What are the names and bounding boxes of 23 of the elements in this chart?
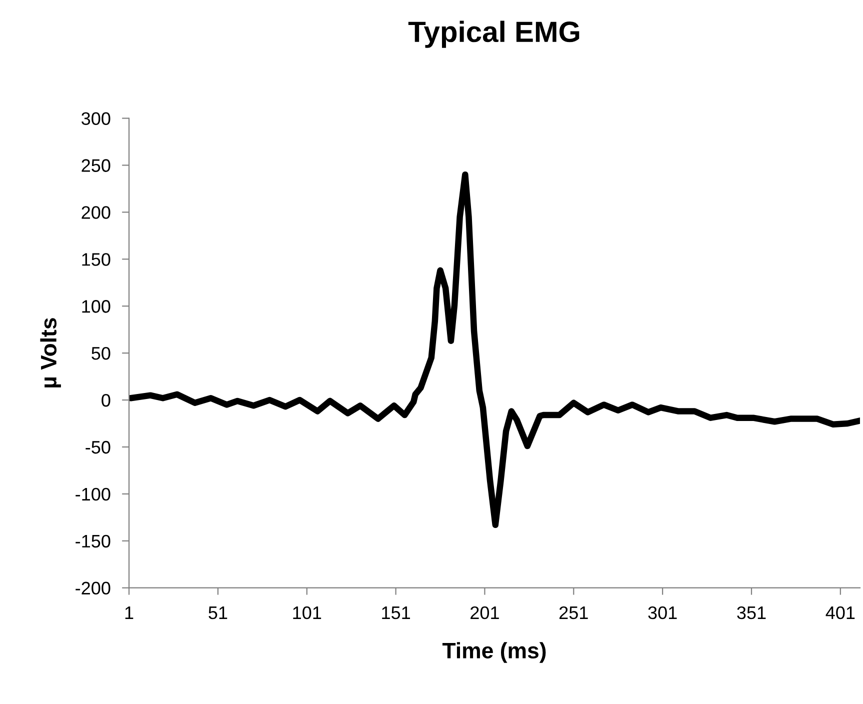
y-tick-label: -200 <box>76 582 110 595</box>
y-tick-label: -150 <box>76 534 110 548</box>
y-tick-label: -50 <box>86 440 110 454</box>
y-tick-label: 0 <box>102 394 110 407</box>
chart-title: Typical EMG <box>408 20 580 48</box>
y-tick-label: -100 <box>76 488 110 501</box>
x-tick-label: 151 <box>382 606 410 620</box>
x-tick-label: 401 <box>826 606 855 620</box>
x-tick-label: 251 <box>559 606 588 620</box>
y-tick-label: 100 <box>82 300 110 313</box>
y-tick-label: 250 <box>82 159 110 172</box>
y-tick-label: 50 <box>92 346 110 360</box>
x-tick-label: 1 <box>125 606 134 619</box>
y-axis-title: µ Volts <box>40 318 61 388</box>
x-tick-label: 51 <box>208 606 228 620</box>
x-tick-label: 301 <box>648 606 677 620</box>
y-tick-label: 150 <box>82 253 110 266</box>
x-axis-title: Time (ms) <box>442 642 546 663</box>
x-tick-label: 101 <box>293 606 322 620</box>
x-tick-label: 351 <box>737 606 766 620</box>
x-tick-label: 201 <box>470 606 499 620</box>
y-tick-label: 300 <box>82 112 110 125</box>
y-tick-label: 200 <box>82 206 110 219</box>
